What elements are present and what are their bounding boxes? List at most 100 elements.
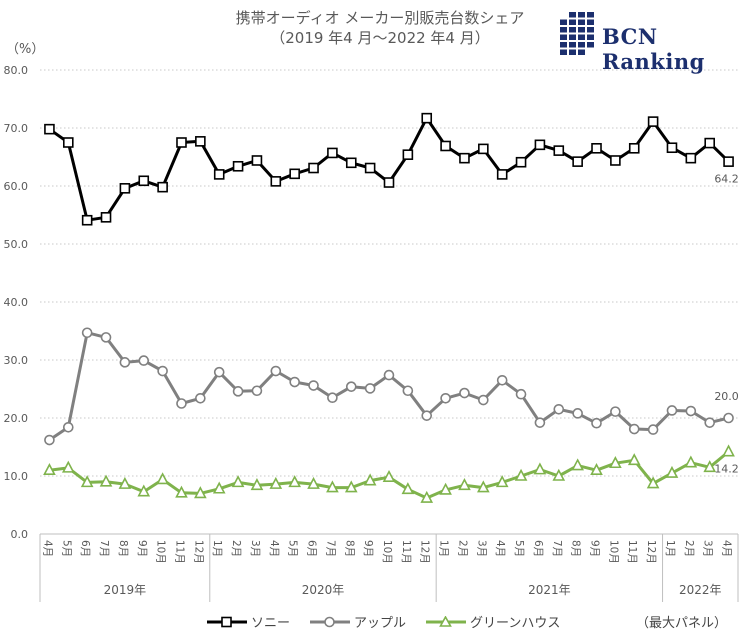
data-point <box>100 212 112 223</box>
y-tick-label: 10.0 <box>4 470 29 483</box>
chart-legend: ソニー アップル グリーンハウス <box>205 612 578 631</box>
year-group-label: 2021年 <box>528 583 571 597</box>
series-line <box>48 331 729 442</box>
data-point <box>496 374 508 386</box>
data-point <box>553 403 565 415</box>
data-point <box>157 181 168 193</box>
data-point <box>62 421 74 433</box>
data-point <box>591 143 602 154</box>
x-tick-label: 4月 <box>268 540 280 557</box>
data-point <box>194 486 207 499</box>
data-point <box>610 406 621 417</box>
chart-title: 携帯オーディオ メーカー別販売台数シェア （2019 年4 月〜2022 年4 … <box>200 8 560 48</box>
data-point <box>100 332 112 343</box>
data-point <box>289 168 300 180</box>
x-tick-label: 7月 <box>551 540 563 557</box>
data-point <box>43 462 56 476</box>
data-point <box>495 475 509 488</box>
data-point <box>572 408 583 419</box>
data-point <box>514 468 528 481</box>
data-point <box>401 482 415 495</box>
x-tick-label: 9月 <box>136 540 148 557</box>
data-point <box>176 398 187 409</box>
x-tick-label: 5月 <box>60 540 72 557</box>
data-point <box>402 385 414 397</box>
data-point <box>552 468 566 481</box>
data-point <box>44 434 55 446</box>
data-point <box>118 476 132 489</box>
panel-note: （最大パネル） <box>636 616 728 631</box>
data-point <box>44 123 55 135</box>
data-point <box>119 357 131 368</box>
data-point <box>195 136 206 147</box>
data-point <box>327 392 338 404</box>
data-point <box>382 469 396 482</box>
data-point <box>81 214 93 226</box>
data-point <box>439 482 452 495</box>
legend-circle-marker-icon <box>310 616 351 627</box>
data-point <box>421 112 433 124</box>
x-tick-label: 3月 <box>702 540 714 557</box>
y-tick-label: 0.0 <box>11 528 29 541</box>
data-point <box>364 383 376 394</box>
data-point <box>289 376 300 388</box>
data-point <box>176 137 187 148</box>
data-point <box>723 156 734 167</box>
x-tick-label: 11月 <box>626 540 638 564</box>
data-point <box>665 465 679 478</box>
data-point <box>345 157 357 169</box>
x-tick-label: 2月 <box>456 540 468 557</box>
series-line <box>48 116 730 222</box>
legend-item-apple: アップル <box>308 612 406 631</box>
data-point <box>250 478 264 491</box>
x-tick-label: 12月 <box>419 540 431 564</box>
data-point <box>704 417 716 428</box>
data-point <box>137 484 151 497</box>
year-group-label: 2022年 <box>679 583 722 597</box>
series-end-label: 64.2 <box>714 173 739 186</box>
data-point <box>515 156 527 168</box>
data-point <box>251 385 263 397</box>
data-point <box>232 160 244 172</box>
data-point <box>476 480 490 493</box>
y-tick-label: 30.0 <box>4 354 29 367</box>
x-tick-label: 4月 <box>494 540 506 557</box>
data-point <box>80 475 94 488</box>
data-point <box>704 137 716 149</box>
data-point <box>288 475 302 488</box>
data-point <box>270 365 282 377</box>
data-point <box>156 472 169 485</box>
x-tick-label: 1月 <box>438 540 450 557</box>
bcn-ranking-logo-text: BCN Ranking <box>602 24 705 74</box>
data-point <box>138 175 150 187</box>
x-tick-label: 7月 <box>324 540 336 557</box>
data-point <box>534 139 546 151</box>
data-point <box>308 162 319 174</box>
chart-title-line2: （2019 年4 月〜2022 年4 月） <box>270 29 490 47</box>
data-point <box>61 460 75 473</box>
y-tick-label: 20.0 <box>4 412 29 425</box>
data-point <box>420 490 434 503</box>
data-point <box>383 177 395 188</box>
data-point <box>326 480 339 493</box>
x-tick-label: 1月 <box>211 540 223 557</box>
data-point <box>666 405 678 416</box>
data-point <box>195 392 206 404</box>
x-tick-label: 6月 <box>79 540 91 557</box>
series-end-label: 14.2 <box>714 463 739 476</box>
data-point <box>62 137 74 148</box>
x-tick-label: 11月 <box>400 540 412 564</box>
x-tick-label: 2月 <box>230 540 242 557</box>
data-point <box>478 394 489 406</box>
data-point <box>99 474 113 487</box>
data-point <box>270 176 282 187</box>
data-point <box>723 412 734 424</box>
data-point <box>496 169 508 180</box>
data-point <box>609 456 622 469</box>
chart-title-line1: 携帯オーディオ メーカー別販売台数シェア <box>235 9 525 27</box>
x-tick-label: 11月 <box>173 540 185 564</box>
x-tick-label: 8月 <box>570 540 582 557</box>
data-point <box>722 444 735 457</box>
data-point <box>383 369 395 381</box>
data-point <box>685 405 697 417</box>
